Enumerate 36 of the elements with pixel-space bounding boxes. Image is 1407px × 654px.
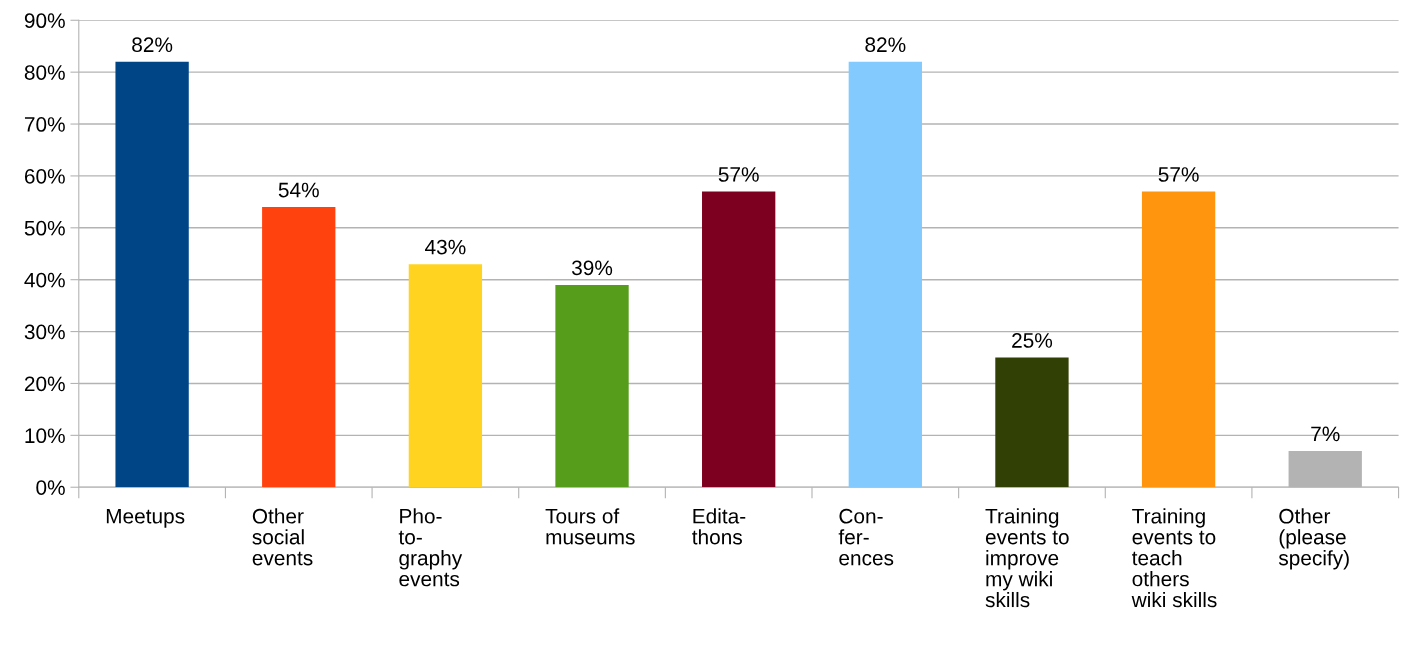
- bar: [702, 191, 776, 488]
- x-tick-label: Training events to improve my wiki skills: [985, 508, 1069, 608]
- data-label: 57%: [718, 167, 759, 182]
- y-tick-label: 0%: [36, 480, 65, 495]
- x-tick-label: Other social events: [252, 508, 313, 566]
- data-label: 54%: [278, 182, 319, 198]
- x-tick-label: Training events to teach others wiki skills: [1131, 508, 1217, 608]
- bar: [408, 264, 483, 488]
- data-label: 57%: [1158, 167, 1199, 182]
- y-tick-label: 20%: [24, 376, 65, 392]
- bar: [1141, 191, 1216, 488]
- bar: [115, 61, 189, 488]
- x-tick-label: Meetups: [106, 509, 185, 528]
- y-tick-label: 90%: [24, 13, 65, 29]
- x-tick-label: Pho- to- graphy events: [398, 508, 463, 587]
- data-label: 82%: [865, 37, 906, 53]
- y-tick-label: 50%: [24, 220, 65, 236]
- y-tick-label: 40%: [24, 272, 65, 288]
- y-tick-label: 30%: [24, 324, 65, 340]
- bar: [555, 284, 629, 488]
- data-label: 82%: [132, 37, 173, 53]
- y-tick-label: 60%: [24, 168, 65, 184]
- data-label: 39%: [571, 260, 613, 276]
- x-tick-label: Edita- thons: [692, 508, 746, 545]
- x-tick-label: Tours of museums: [545, 508, 635, 545]
- data-label: 25%: [1012, 333, 1053, 348]
- x-tick-label: Other (please specify): [1278, 508, 1349, 570]
- bar: [848, 61, 922, 488]
- bar: [995, 357, 1069, 488]
- y-tick-label: 10%: [25, 428, 65, 444]
- bar: [262, 207, 336, 488]
- data-label: 43%: [425, 239, 466, 255]
- y-tick-label: 70%: [24, 117, 65, 132]
- y-tick-label: 80%: [24, 65, 65, 80]
- x-tick-label: Con- fer- ences: [838, 508, 894, 566]
- data-label: 7%: [1311, 426, 1340, 442]
